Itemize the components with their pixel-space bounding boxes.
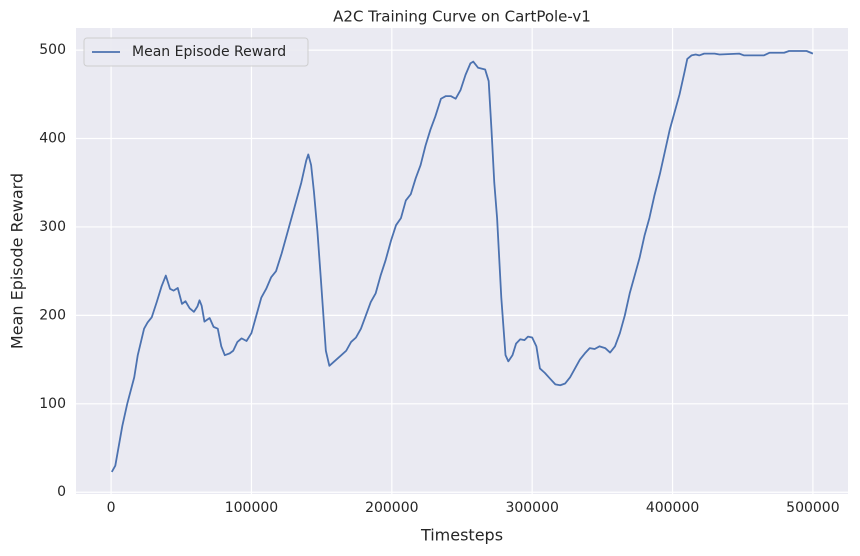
x-tick-label: 500000 bbox=[786, 500, 839, 516]
x-axis-label: Timesteps bbox=[420, 526, 503, 545]
legend-label: Mean Episode Reward bbox=[132, 44, 286, 60]
chart-title: A2C Training Curve on CartPole-v1 bbox=[333, 8, 591, 26]
y-tick-label: 0 bbox=[57, 484, 66, 500]
line bbox=[111, 50, 814, 473]
legend-box bbox=[83, 37, 309, 67]
y-tick-label: 500 bbox=[39, 42, 66, 58]
x-tick-label: 200000 bbox=[365, 500, 418, 516]
y-tick-label: 300 bbox=[39, 219, 66, 235]
y-tick-label: 400 bbox=[39, 131, 66, 147]
plot-area bbox=[76, 28, 848, 494]
y-tick-label: 100 bbox=[39, 396, 66, 412]
y-axis-label: Mean Episode Reward bbox=[8, 173, 27, 349]
x-tick-label: 400000 bbox=[646, 500, 699, 516]
x-tick-label: 0 bbox=[107, 500, 116, 516]
x-tick-label: 300000 bbox=[505, 500, 558, 516]
x-tick-label: 100000 bbox=[225, 500, 278, 516]
y-tick-label: 200 bbox=[39, 307, 66, 323]
